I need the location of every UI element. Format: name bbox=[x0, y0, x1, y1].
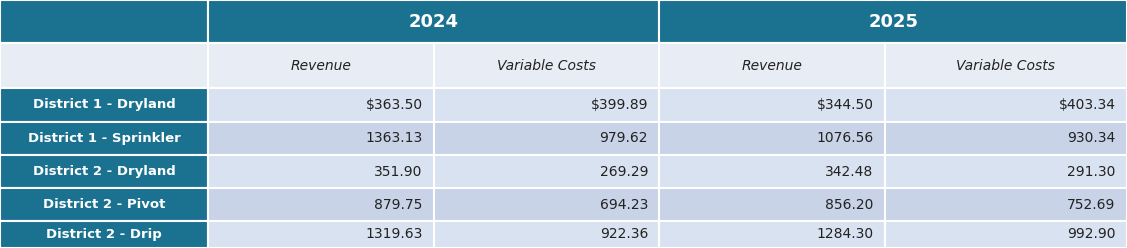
Bar bbox=[885, 88, 1127, 122]
Text: 922.36: 922.36 bbox=[600, 227, 648, 241]
Text: Revenue: Revenue bbox=[291, 59, 352, 73]
Bar bbox=[0, 88, 208, 122]
Text: Variable Costs: Variable Costs bbox=[497, 59, 596, 73]
Bar bbox=[659, 188, 885, 221]
Text: 269.29: 269.29 bbox=[600, 165, 648, 179]
Bar bbox=[659, 0, 1127, 43]
Text: 856.20: 856.20 bbox=[825, 198, 873, 212]
Text: District 2 - Dryland: District 2 - Dryland bbox=[33, 165, 176, 178]
Bar bbox=[208, 43, 434, 88]
Bar bbox=[0, 122, 208, 155]
Text: Revenue: Revenue bbox=[742, 59, 802, 73]
Text: 1076.56: 1076.56 bbox=[816, 131, 873, 145]
Bar bbox=[885, 188, 1127, 221]
Bar bbox=[434, 122, 659, 155]
Bar bbox=[659, 88, 885, 122]
Bar bbox=[434, 188, 659, 221]
Text: District 2 - Drip: District 2 - Drip bbox=[46, 228, 162, 241]
Bar bbox=[208, 0, 659, 43]
Text: District 2 - Pivot: District 2 - Pivot bbox=[43, 198, 166, 211]
Text: 342.48: 342.48 bbox=[825, 165, 873, 179]
Bar bbox=[0, 155, 208, 188]
Text: District 1 - Dryland: District 1 - Dryland bbox=[33, 98, 176, 111]
Bar bbox=[434, 43, 659, 88]
Text: 291.30: 291.30 bbox=[1067, 165, 1116, 179]
Bar bbox=[208, 88, 434, 122]
Bar bbox=[0, 188, 208, 221]
Bar bbox=[659, 155, 885, 188]
Bar bbox=[208, 155, 434, 188]
Bar bbox=[659, 43, 885, 88]
Text: 1284.30: 1284.30 bbox=[816, 227, 873, 241]
Bar bbox=[0, 221, 208, 248]
Text: $344.50: $344.50 bbox=[816, 98, 873, 112]
Bar bbox=[208, 221, 434, 248]
Text: $403.34: $403.34 bbox=[1058, 98, 1116, 112]
Bar bbox=[434, 155, 659, 188]
Text: 2024: 2024 bbox=[409, 13, 459, 31]
Bar bbox=[0, 43, 208, 88]
Text: 752.69: 752.69 bbox=[1067, 198, 1116, 212]
Bar bbox=[885, 155, 1127, 188]
Text: $399.89: $399.89 bbox=[591, 98, 648, 112]
Bar bbox=[434, 221, 659, 248]
Bar bbox=[659, 221, 885, 248]
Text: 879.75: 879.75 bbox=[374, 198, 423, 212]
Text: Variable Costs: Variable Costs bbox=[957, 59, 1055, 73]
Text: 694.23: 694.23 bbox=[600, 198, 648, 212]
Bar bbox=[885, 122, 1127, 155]
Bar bbox=[208, 188, 434, 221]
Text: 1319.63: 1319.63 bbox=[365, 227, 423, 241]
Text: 992.90: 992.90 bbox=[1067, 227, 1116, 241]
Text: 979.62: 979.62 bbox=[600, 131, 648, 145]
Bar bbox=[0, 0, 208, 43]
Bar bbox=[885, 221, 1127, 248]
Bar bbox=[208, 122, 434, 155]
Bar bbox=[659, 122, 885, 155]
Bar bbox=[434, 88, 659, 122]
Text: District 1 - Sprinkler: District 1 - Sprinkler bbox=[28, 132, 180, 145]
Text: 351.90: 351.90 bbox=[374, 165, 423, 179]
Text: 1363.13: 1363.13 bbox=[365, 131, 423, 145]
Text: 2025: 2025 bbox=[868, 13, 919, 31]
Text: 930.34: 930.34 bbox=[1067, 131, 1116, 145]
Text: $363.50: $363.50 bbox=[365, 98, 423, 112]
Bar bbox=[885, 43, 1127, 88]
